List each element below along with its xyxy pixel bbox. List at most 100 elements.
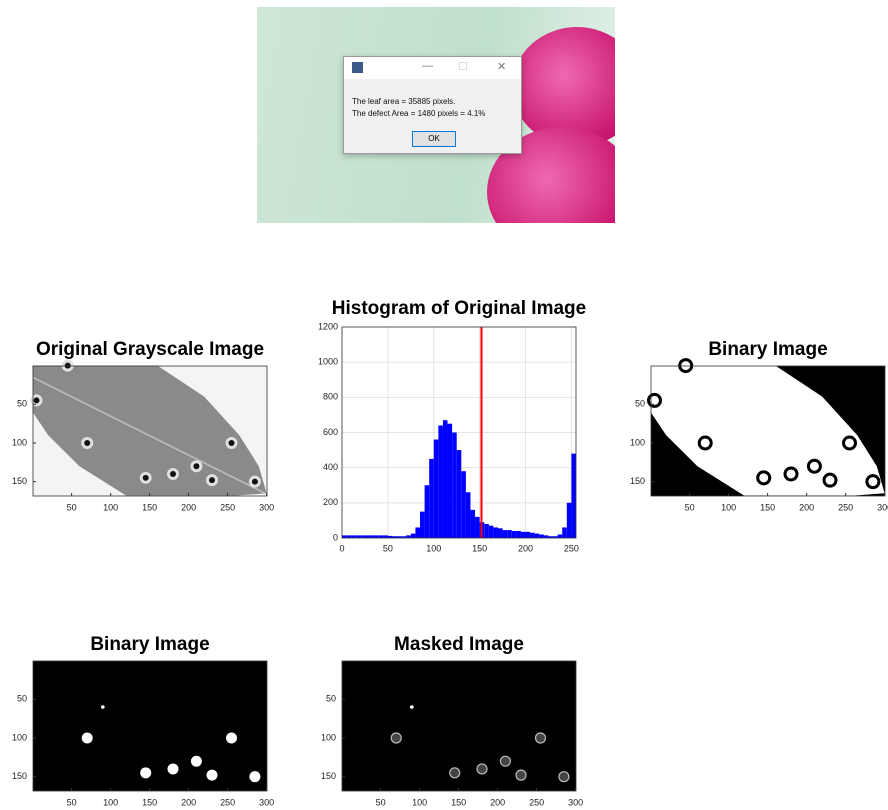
histogram-bar xyxy=(521,532,526,538)
spot xyxy=(699,437,711,449)
image xyxy=(649,360,885,496)
x-tick-label: 300 xyxy=(877,502,888,512)
histogram-bar xyxy=(420,512,425,538)
histogram-bar xyxy=(434,440,439,538)
x-tick-label: 50 xyxy=(383,543,393,553)
y-tick-label: 50 xyxy=(17,399,27,409)
histogram-bar xyxy=(493,527,498,538)
x-tick-label: 100 xyxy=(721,502,736,512)
histogram-bar xyxy=(489,526,494,538)
y-tick-label: 50 xyxy=(17,694,27,704)
x-tick-label: 100 xyxy=(103,502,118,512)
chart-title: Histogram of Original Image xyxy=(332,298,586,319)
histogram-bar xyxy=(484,524,489,538)
panel-title: Binary Image xyxy=(708,339,827,360)
spot xyxy=(410,705,414,709)
y-tick-label: 1000 xyxy=(318,357,338,367)
image xyxy=(342,661,576,791)
y-tick-label: 100 xyxy=(630,437,645,447)
panel-title: Original Grayscale Image xyxy=(36,339,264,360)
spot xyxy=(84,440,90,446)
histogram-bar xyxy=(498,528,503,538)
spot xyxy=(516,770,526,780)
panel-title: Masked Image xyxy=(394,634,524,655)
x-tick-label: 50 xyxy=(376,797,386,807)
x-tick-label: 50 xyxy=(685,502,695,512)
histogram-bar xyxy=(558,534,563,538)
x-tick-label: 200 xyxy=(518,543,533,553)
x-tick-label: 200 xyxy=(799,502,814,512)
histogram-bar xyxy=(507,530,512,538)
x-tick-label: 50 xyxy=(67,502,77,512)
y-tick-label: 100 xyxy=(12,732,27,742)
x-tick-label: 100 xyxy=(103,797,118,807)
spot xyxy=(209,477,215,483)
x-tick-label: 300 xyxy=(568,797,583,807)
spot xyxy=(559,772,569,782)
spot xyxy=(391,733,401,743)
histogram-bar xyxy=(530,533,535,538)
spot xyxy=(207,770,218,781)
histogram-bar xyxy=(526,532,531,538)
y-tick-label: 50 xyxy=(635,399,645,409)
spot xyxy=(808,460,820,472)
y-tick-label: 150 xyxy=(12,476,27,486)
histogram-bar xyxy=(452,433,457,539)
x-tick-label: 150 xyxy=(760,502,775,512)
spot xyxy=(824,474,836,486)
histogram-bar xyxy=(503,530,508,538)
histogram-bar xyxy=(448,424,453,538)
spot xyxy=(229,440,235,446)
histogram-bar xyxy=(475,517,480,538)
spot xyxy=(168,763,179,774)
y-tick-label: 800 xyxy=(323,392,338,402)
x-tick-label: 150 xyxy=(451,797,466,807)
x-tick-label: 150 xyxy=(142,797,157,807)
spot xyxy=(82,732,93,743)
y-tick-label: 150 xyxy=(630,476,645,486)
x-tick-label: 300 xyxy=(259,797,274,807)
histogram-bar xyxy=(415,527,420,538)
spot xyxy=(143,475,149,481)
spot xyxy=(536,733,546,743)
x-tick-label: 300 xyxy=(259,502,274,512)
image xyxy=(31,360,267,496)
spot xyxy=(191,756,202,767)
histogram-bar xyxy=(535,534,540,538)
y-tick-label: 100 xyxy=(12,437,27,447)
histogram-bar xyxy=(443,420,448,538)
spot xyxy=(170,471,176,477)
x-tick-label: 200 xyxy=(181,797,196,807)
x-tick-label: 0 xyxy=(339,543,344,553)
histogram-bar xyxy=(539,534,544,538)
figure: Original Grayscale Image 50 100 150 200 250 30… xyxy=(0,0,888,810)
histogram-bar xyxy=(429,459,434,538)
x-tick-label: 200 xyxy=(181,502,196,512)
image xyxy=(33,661,267,791)
spot xyxy=(140,767,151,778)
x-tick-label: 250 xyxy=(529,797,544,807)
screenshot: — ☐ ✕ The leaf area = 35885 pixels. The … xyxy=(0,0,888,810)
y-tick-label: 1200 xyxy=(318,321,338,331)
histogram-bar xyxy=(438,425,443,538)
spot xyxy=(785,468,797,480)
spot xyxy=(500,756,510,766)
y-tick-label: 50 xyxy=(326,694,336,704)
spot xyxy=(758,472,770,484)
histogram-bar xyxy=(457,450,462,538)
panel-title: Binary Image xyxy=(90,634,209,655)
x-tick-label: 150 xyxy=(142,502,157,512)
y-tick-label: 400 xyxy=(323,462,338,472)
x-tick-label: 50 xyxy=(67,797,77,807)
histogram-bar xyxy=(512,531,517,538)
spot xyxy=(450,768,460,778)
spot xyxy=(249,771,260,782)
x-tick-label: 100 xyxy=(412,797,427,807)
y-tick-label: 0 xyxy=(333,532,338,542)
histogram-bar xyxy=(466,492,471,538)
y-tick-label: 200 xyxy=(323,497,338,507)
x-tick-label: 250 xyxy=(564,543,579,553)
x-tick-label: 250 xyxy=(220,502,235,512)
x-tick-label: 250 xyxy=(220,797,235,807)
histogram-bar xyxy=(461,471,466,538)
